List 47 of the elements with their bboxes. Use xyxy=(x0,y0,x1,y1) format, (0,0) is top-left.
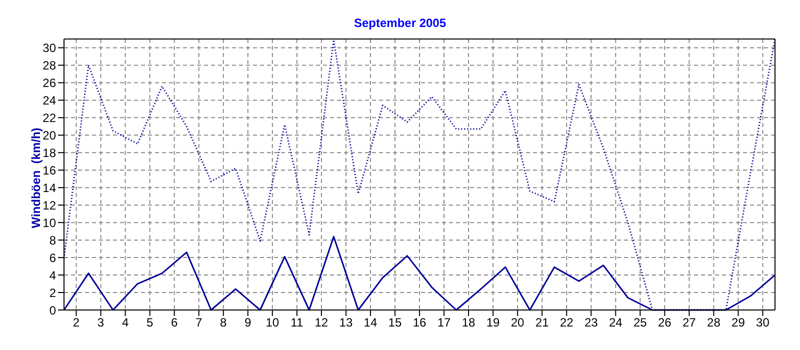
y-tick-label: 14 xyxy=(42,180,56,195)
x-tick-label: 28 xyxy=(707,316,721,330)
x-tick-label: 24 xyxy=(608,316,623,330)
x-tick-label: 6 xyxy=(170,316,178,330)
x-tick-label: 20 xyxy=(510,316,525,330)
y-tick-label: 22 xyxy=(42,110,56,125)
x-tick-label: 5 xyxy=(146,316,154,330)
y-tick-label: 30 xyxy=(42,41,56,55)
x-tick-label: 3 xyxy=(97,316,104,330)
y-tick-label: 8 xyxy=(49,233,56,248)
x-tick-label: 27 xyxy=(682,316,696,330)
x-tick-label: 4 xyxy=(122,316,129,330)
x-tick-label: 9 xyxy=(244,316,252,330)
x-tick-label: 25 xyxy=(633,316,648,330)
x-tick-label: 8 xyxy=(220,316,228,330)
x-tick-label: 21 xyxy=(535,316,550,330)
x-tick-label: 13 xyxy=(339,316,353,330)
x-tick-label: 30 xyxy=(756,316,770,330)
x-tick-label: 7 xyxy=(196,316,202,330)
y-tick-label: 10 xyxy=(42,216,56,230)
y-tick-label: 4 xyxy=(49,268,56,282)
x-tick-label: 16 xyxy=(412,316,426,330)
x-tick-label: 10 xyxy=(266,316,280,330)
x-tick-label: 23 xyxy=(584,316,598,330)
x-tick-label: 11 xyxy=(290,316,304,330)
x-tick-label: 17 xyxy=(437,316,452,330)
chart-title: September 2005 xyxy=(352,16,448,30)
y-tick-label: 24 xyxy=(42,93,56,108)
y-axis-title: Windböen (km/h) xyxy=(29,128,43,228)
x-tick-label: 18 xyxy=(462,316,476,330)
x-tick-label: 19 xyxy=(486,316,500,330)
x-tick-label: 2 xyxy=(72,316,80,330)
y-tick-label: 16 xyxy=(42,163,56,178)
x-tick-label: 14 xyxy=(364,316,378,330)
y-tick-label: 0 xyxy=(49,303,56,318)
x-tick-label: 29 xyxy=(732,316,746,330)
y-tick-label: 26 xyxy=(42,76,56,90)
y-tick-label: 20 xyxy=(42,128,56,142)
x-tick-label: 22 xyxy=(560,316,574,330)
x-tick-label: 15 xyxy=(388,316,402,330)
y-tick-label: 28 xyxy=(42,58,56,72)
x-tick-label: 26 xyxy=(658,316,672,330)
y-tick-label: 2 xyxy=(49,286,56,300)
y-tick-label: 12 xyxy=(42,198,56,212)
x-tick-label: 12 xyxy=(314,316,328,330)
y-tick-label: 6 xyxy=(49,250,56,265)
y-tick-label: 18 xyxy=(42,146,56,160)
